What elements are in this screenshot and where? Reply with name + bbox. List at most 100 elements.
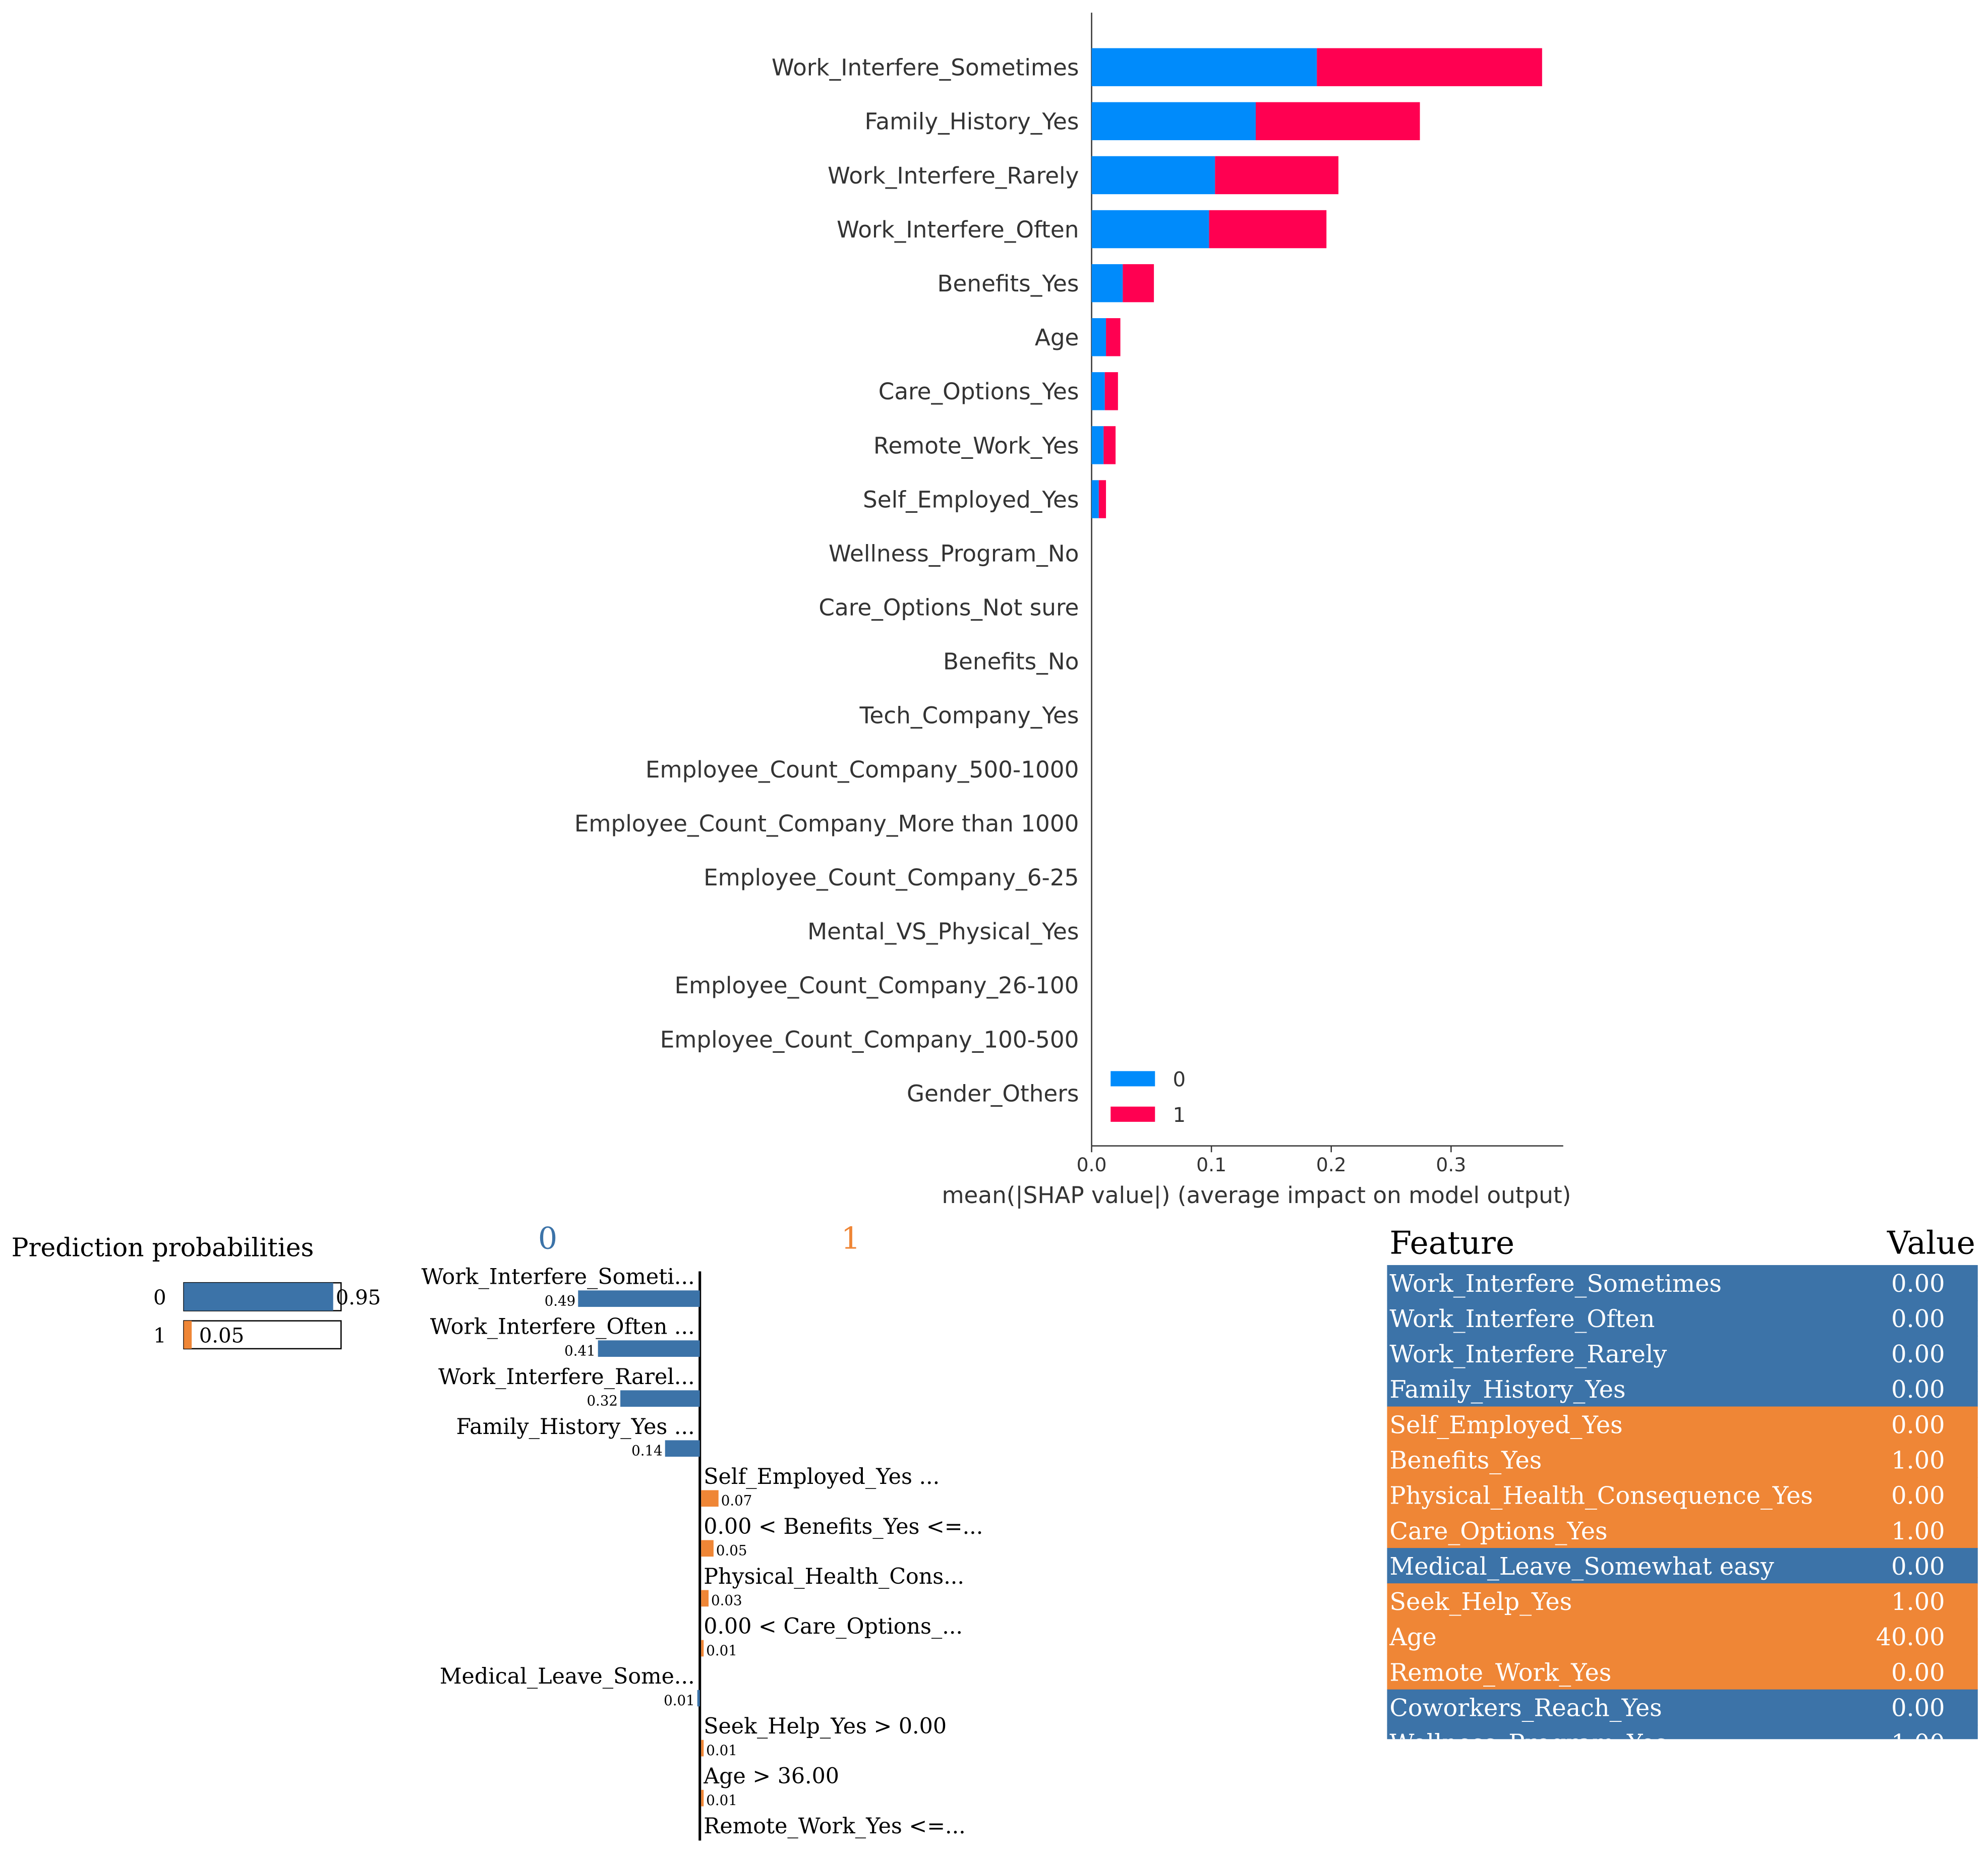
bar-5-series-1 <box>1106 318 1121 356</box>
lime-bar-1 <box>598 1340 700 1357</box>
table-feature-1: Work_Interfere_Often <box>1389 1305 1655 1333</box>
x-tick-label-0.1: 0.1 <box>1196 1154 1226 1176</box>
table-value-13: 1.00 <box>1891 1730 1945 1758</box>
bar-1-series-0 <box>1091 102 1256 141</box>
table-value-0: 0.00 <box>1891 1270 1945 1298</box>
legend-swatch-0 <box>1110 1071 1155 1087</box>
bar-7-series-0 <box>1091 426 1104 464</box>
prob-bar-1 <box>184 1321 192 1349</box>
table-value-6: 0.00 <box>1891 1482 1945 1510</box>
lime-bar-5 <box>701 1540 714 1557</box>
lime-bar-4 <box>701 1490 719 1507</box>
bar-0-series-1 <box>1317 48 1542 86</box>
legend-swatch-1 <box>1110 1106 1155 1122</box>
lime-bar-6 <box>701 1590 709 1607</box>
feature-label-7: Remote_Work_Yes <box>873 432 1079 459</box>
feature-label-2: Work_Interfere_Rarely <box>828 162 1079 189</box>
lime-class-0-header: 0 <box>538 1221 557 1256</box>
lime-bar-8 <box>697 1690 700 1707</box>
bar-4-series-1 <box>1123 264 1154 303</box>
table-value-1: 0.00 <box>1891 1305 1945 1333</box>
feature-label-8: Self_Employed_Yes <box>863 486 1079 513</box>
x-axis-label: mean(|SHAP value|) (average impact on mo… <box>942 1182 1571 1209</box>
x-tick-label-0.0: 0.0 <box>1077 1154 1107 1176</box>
table-feature-10: Age <box>1389 1624 1436 1651</box>
lime-feature-label-10: Age > 36.00 <box>703 1764 839 1789</box>
feature-value-table: Work_Interfere_Sometimes 0.00 Work_Interfe… <box>1387 1265 1978 1758</box>
bar-3-series-1 <box>1209 210 1327 249</box>
lime-feature-label-1: Work_Interfere_Often ... <box>430 1314 695 1340</box>
lime-value-label-1: 0.41 <box>564 1342 596 1359</box>
table-value-12: 0.00 <box>1891 1694 1945 1722</box>
table-row-6 <box>1387 1477 1978 1514</box>
bar-8-series-0 <box>1091 480 1099 518</box>
table-row-8 <box>1387 1548 1978 1584</box>
table-value-8: 0.00 <box>1891 1553 1945 1581</box>
lime-bar-10 <box>701 1789 704 1807</box>
bar-8-series-1 <box>1098 480 1106 518</box>
table-row-13 <box>1387 1724 1978 1740</box>
table-row-11 <box>1387 1654 1978 1690</box>
lime-feature-label-5: 0.00 < Benefits_Yes <=... <box>704 1514 983 1539</box>
prob-class-label-1: 1 <box>153 1324 166 1347</box>
table-value-9: 1.00 <box>1891 1588 1945 1616</box>
table-value-11: 0.00 <box>1891 1659 1945 1687</box>
lime-feature-label-9: Seek_Help_Yes > 0.00 <box>704 1714 947 1739</box>
table-feature-2: Work_Interfere_Rarely <box>1389 1341 1667 1368</box>
table-feature-0: Work_Interfere_Sometimes <box>1389 1270 1722 1298</box>
lime-bar-9 <box>701 1740 704 1757</box>
feature-label-3: Work_Interfere_Often <box>837 216 1079 243</box>
table-row-4 <box>1387 1406 1978 1443</box>
table-row-5 <box>1387 1442 1978 1478</box>
prob-bar-0 <box>184 1283 333 1311</box>
table-value-10: 40.00 <box>1876 1624 1945 1651</box>
feature-label-16: Mental_VS_Physical_Yes <box>807 918 1079 945</box>
table-header-value: Value <box>1887 1224 1975 1261</box>
feature-label-6: Care_Options_Yes <box>879 378 1079 405</box>
lime-feature-label-6: Physical_Health_Cons... <box>704 1564 964 1589</box>
table-feature-4: Self_Employed_Yes <box>1389 1411 1622 1439</box>
legend-label-1: 1 <box>1173 1104 1186 1127</box>
feature-label-18: Employee_Count_Company_100-500 <box>660 1026 1079 1053</box>
lime-value-label-10: 0.01 <box>706 1792 737 1809</box>
table-feature-7: Care_Options_Yes <box>1389 1518 1607 1545</box>
lime-bar-7 <box>701 1640 704 1657</box>
prob-class-label-0: 0 <box>153 1286 166 1309</box>
legend-label-0: 0 <box>1173 1068 1186 1091</box>
x-tick-label-0.3: 0.3 <box>1436 1154 1466 1176</box>
table-feature-3: Family_History_Yes <box>1389 1376 1625 1404</box>
feature-label-12: Tech_Company_Yes <box>859 702 1079 729</box>
table-value-7: 1.00 <box>1891 1518 1945 1545</box>
lime-value-label-3: 0.14 <box>631 1443 663 1459</box>
lime-class-1-header: 1 <box>841 1221 860 1256</box>
lime-bar-2 <box>620 1390 700 1407</box>
lime-value-label-0: 0.49 <box>545 1292 576 1309</box>
table-row-3 <box>1387 1371 1978 1407</box>
feature-label-0: Work_Interfere_Sometimes <box>772 54 1079 81</box>
feature-label-13: Employee_Count_Company_500-1000 <box>646 756 1079 783</box>
bar-0-series-0 <box>1091 48 1317 86</box>
bar-3-series-0 <box>1091 210 1209 249</box>
shap-summary-chart: Work_Interfere_Sometimes Family_History_Y… <box>574 13 1571 1209</box>
lime-feature-label-7: 0.00 < Care_Options_... <box>704 1614 963 1639</box>
table-row-7 <box>1387 1512 1978 1549</box>
table-value-3: 0.00 <box>1891 1376 1945 1404</box>
bar-2-series-1 <box>1215 156 1338 195</box>
lime-bar-0 <box>578 1290 700 1307</box>
prediction-probabilities-title: Prediction probabilities <box>12 1232 314 1262</box>
lime-feature-label-11: Remote_Work_Yes <=... <box>704 1814 965 1839</box>
feature-label-9: Wellness_Program_No <box>829 540 1079 567</box>
feature-label-14: Employee_Count_Company_More than 1000 <box>574 810 1079 837</box>
feature-label-4: Benefits_Yes <box>938 270 1079 297</box>
lime-value-label-9: 0.01 <box>706 1742 737 1759</box>
feature-label-5: Age <box>1035 324 1079 351</box>
table-row-1 <box>1387 1300 1978 1337</box>
prob-value-label-1: 0.05 <box>199 1324 245 1347</box>
table-value-4: 0.00 <box>1891 1411 1945 1439</box>
table-row-0 <box>1387 1265 1978 1301</box>
feature-label-15: Employee_Count_Company_6-25 <box>704 864 1079 891</box>
feature-label-10: Care_Options_Not sure <box>818 594 1079 621</box>
lime-value-label-7: 0.01 <box>706 1642 737 1659</box>
